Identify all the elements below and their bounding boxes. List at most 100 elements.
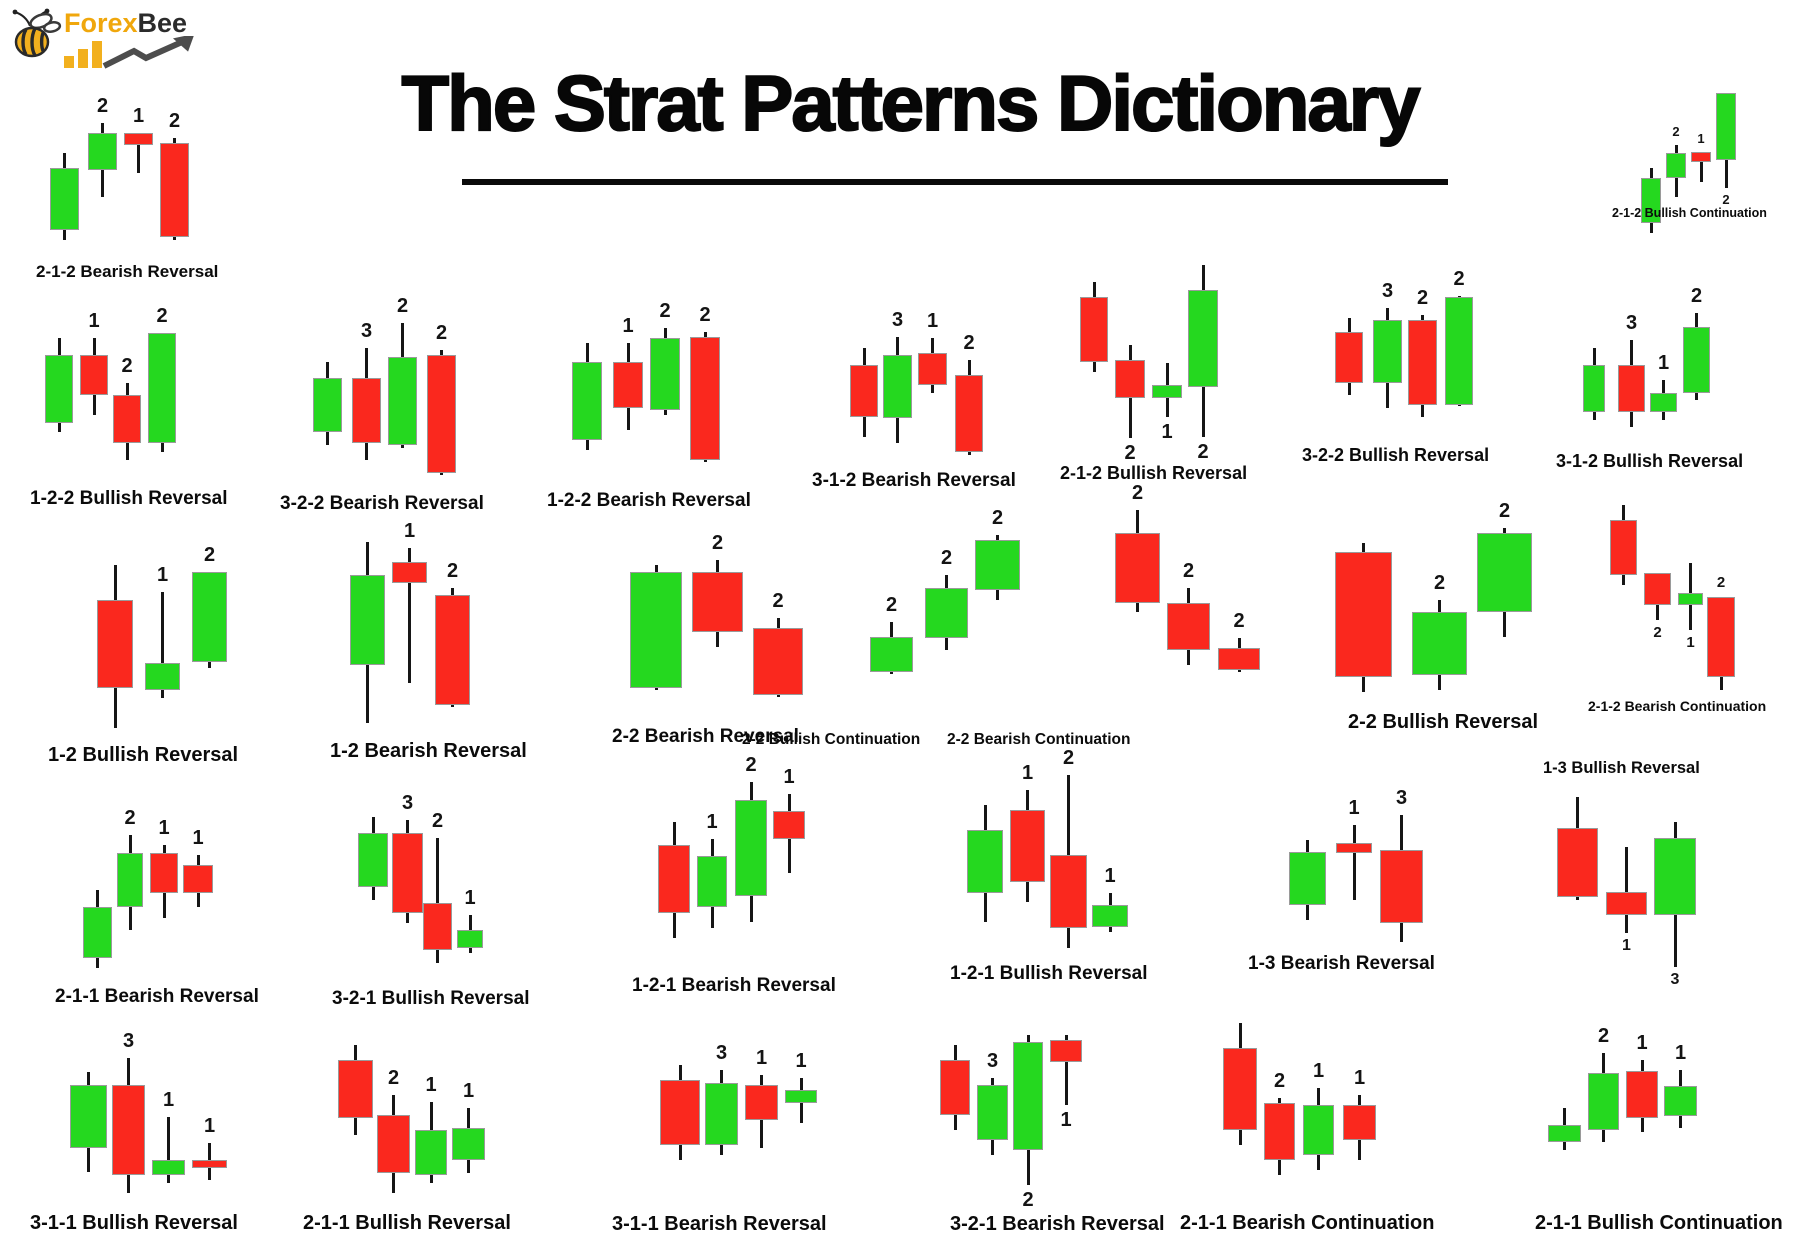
candle-body-red (1115, 533, 1160, 603)
pattern-label: 3-1-2 Bullish Reversal (1556, 451, 1744, 471)
candle-body-red (753, 628, 803, 695)
candle-number: 2 (963, 332, 975, 354)
candle-number: 3 (1395, 787, 1408, 809)
candle-body-green (1412, 612, 1467, 675)
candle-number: 2 (1672, 124, 1680, 139)
candle-body-red (192, 1160, 227, 1168)
candle-number: 1 (783, 766, 795, 788)
candle-body-red (338, 1060, 373, 1118)
candle-body-green (1641, 178, 1661, 223)
candle-number: 2 (1433, 572, 1446, 594)
pattern-label: 2-1-1 Bullish Reversal (303, 1212, 511, 1234)
pattern-label: 2-1-2 Bullish Continuation (1612, 206, 1767, 220)
candle-wick (1699, 152, 1703, 182)
pattern-3-2-2-bearish-reversal: 3 2 2 (310, 296, 460, 478)
candle-body-red (1080, 297, 1108, 362)
pattern-label: 2-1-1 Bearish Reversal (55, 986, 259, 1007)
candle-number: 1 (192, 827, 204, 849)
candle-wick (436, 838, 439, 963)
candle-number: 1 (462, 1080, 475, 1102)
pattern-2-2-bearish-continuation: 2 2 2 (1113, 483, 1263, 675)
logo-text-forex: Forex (64, 8, 138, 38)
candle-number: 1 (1104, 865, 1116, 887)
pattern-label: 2-1-1 Bearish Continuation (1180, 1212, 1435, 1234)
pattern-label: 1-2-1 Bearish Reversal (632, 975, 836, 996)
candle-body-red (150, 853, 178, 893)
candle-number: 3 (122, 1030, 135, 1052)
candle-body-green (1664, 1086, 1697, 1116)
candle-body-green (883, 355, 912, 418)
candle-number: 2 (1597, 1025, 1610, 1047)
candle-wick (161, 592, 164, 698)
candle-body-red (940, 1060, 970, 1115)
pattern-label: 2-2 Bullish Continuation (742, 731, 921, 748)
candle-body-green (1092, 905, 1128, 927)
candle-body-green (117, 853, 143, 907)
candle-body-red (660, 1080, 700, 1145)
header: The Strat Patterns Dictionary (215, 58, 1605, 149)
pattern-label: 3-1-2 Bearish Reversal (812, 470, 1016, 491)
candle-body-green (1013, 1042, 1043, 1150)
pattern-label: 2-2 Bearish Continuation (947, 731, 1131, 748)
forexbee-logo: ForexBee (8, 4, 218, 69)
candle-number: 2 (203, 544, 216, 566)
candle-body-red (423, 903, 452, 950)
candle-number: 1 (622, 315, 634, 337)
candle-wick (408, 548, 411, 683)
candle-number: 1 (132, 105, 145, 127)
pattern-2-1-2-bearish-reversal: 2 1 2 (42, 95, 207, 245)
pattern-label: 2-1-2 Bullish Reversal (1060, 463, 1248, 483)
candle-body-green (870, 637, 913, 672)
pattern-label: 2-2 Bullish Reversal (1348, 711, 1539, 733)
pattern-label: 3-2-1 Bearish Reversal (950, 1213, 1165, 1235)
pattern-3-1-1-bearish-reversal: 3 1 1 (655, 1040, 825, 1195)
candle-body-green (457, 930, 483, 948)
candle-number: 1 (1021, 762, 1034, 784)
candle-body-green (1188, 290, 1218, 387)
candle-number: 1 (162, 1089, 175, 1111)
candle-number: 2 (699, 304, 711, 326)
candle-body-red (1644, 573, 1671, 605)
candle-body-red (658, 845, 690, 913)
candle-number: 2 (168, 110, 181, 132)
candle-number: 3 (401, 792, 414, 814)
candle-body-red (183, 865, 213, 893)
pattern-label: 3-1-1 Bearish Reversal (612, 1213, 827, 1235)
candle-wick (1064, 1035, 1068, 1105)
candle-wick (167, 1117, 170, 1183)
candle-body-green (88, 133, 117, 170)
candle-body-red (613, 362, 643, 408)
candle-body-red (918, 353, 947, 385)
candle-body-green (145, 663, 180, 690)
pattern-1-2-2-bullish-reversal: 1 2 2 (42, 300, 182, 475)
candle-number: 1 (1060, 1109, 1072, 1131)
page-title: The Strat Patterns Dictionary (401, 58, 1422, 148)
bee-icon (12, 8, 62, 58)
candle-body-green (977, 1085, 1008, 1140)
candle-body-red (1335, 552, 1392, 677)
candle-body-red (1167, 603, 1210, 650)
candle-body-red (160, 143, 189, 237)
title-underline (462, 179, 1448, 185)
candle-body-green (1588, 1073, 1619, 1130)
candle-number: 3 (1625, 312, 1638, 334)
candle-body-green (1289, 852, 1326, 905)
candle-number: 2 (885, 594, 898, 616)
candle-number: 3 (1670, 971, 1680, 988)
candle-body-red (1115, 360, 1145, 398)
pattern-label: 1-3 Bullish Reversal (1543, 759, 1700, 777)
candle-body-green (452, 1128, 485, 1160)
pattern-label: 2-2 Bearish Reversal (612, 726, 799, 747)
candle-number: 2 (659, 300, 671, 322)
candle-number: 2 (124, 807, 136, 829)
candle-body-green (350, 575, 385, 665)
candle-body-green (967, 830, 1003, 893)
candle-body-red (850, 365, 878, 417)
candle-body-red (1691, 152, 1711, 162)
candle-body-red (377, 1115, 410, 1173)
